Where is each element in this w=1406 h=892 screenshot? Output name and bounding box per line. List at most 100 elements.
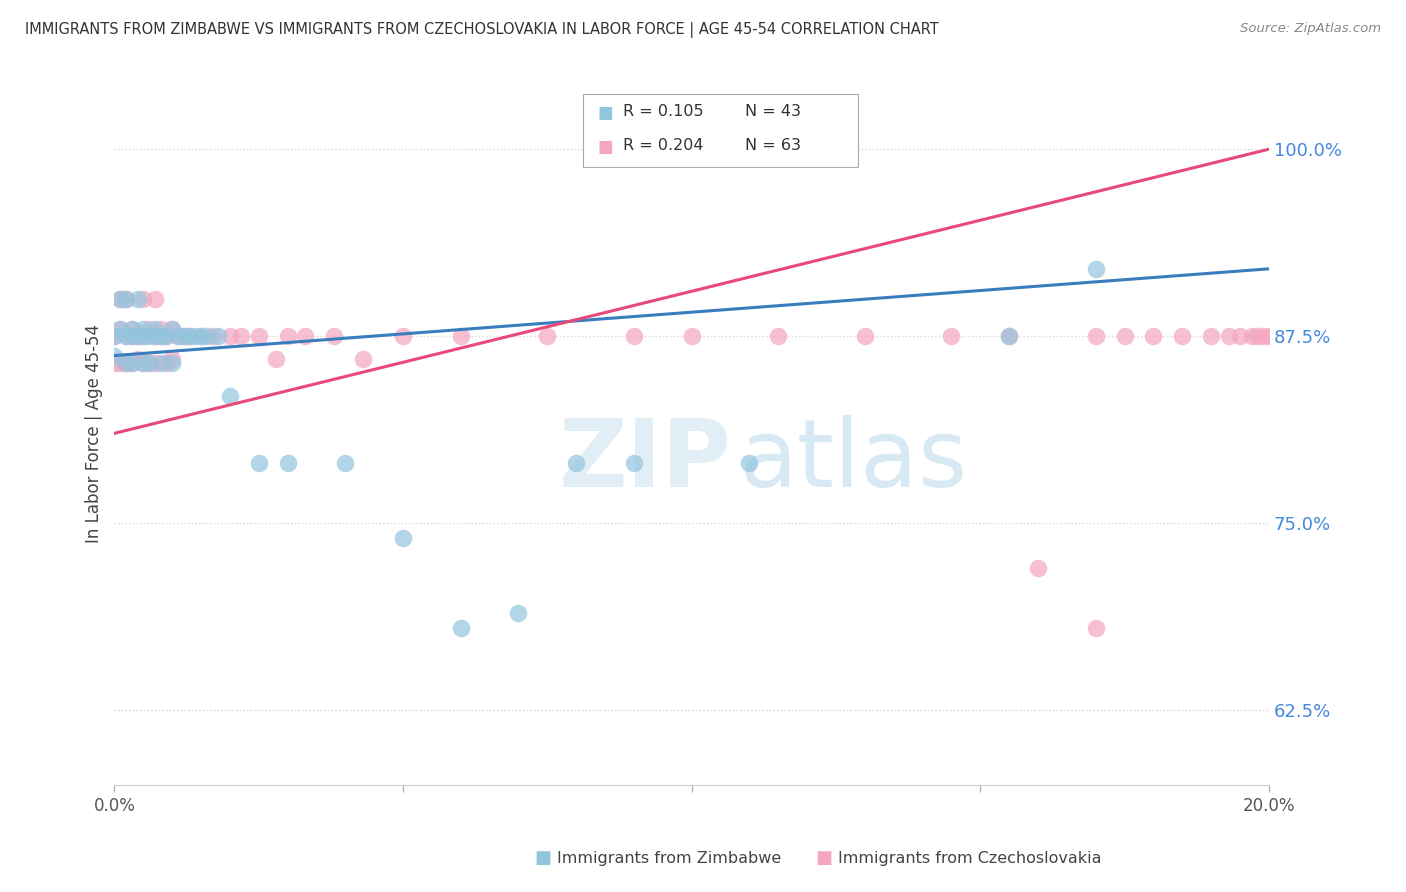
Point xyxy=(536,329,558,343)
Point xyxy=(623,329,645,343)
Point xyxy=(155,356,177,370)
Point xyxy=(121,321,143,335)
Point xyxy=(352,351,374,366)
Text: atlas: atlas xyxy=(740,416,967,508)
Point xyxy=(108,292,131,306)
Point xyxy=(121,356,143,370)
Point xyxy=(1171,329,1194,343)
Point xyxy=(160,321,183,335)
Point xyxy=(1026,561,1049,575)
Point xyxy=(108,356,131,370)
Point xyxy=(1218,329,1240,343)
Y-axis label: In Labor Force | Age 45-54: In Labor Force | Age 45-54 xyxy=(86,324,103,543)
Point xyxy=(738,456,761,470)
Point xyxy=(201,329,224,343)
Point xyxy=(218,389,240,403)
Point xyxy=(155,329,177,343)
Text: R = 0.204: R = 0.204 xyxy=(623,138,703,153)
Point xyxy=(149,356,172,370)
Point xyxy=(103,356,125,370)
Point xyxy=(207,329,229,343)
Text: Immigrants from Czechoslovakia: Immigrants from Czechoslovakia xyxy=(838,851,1101,865)
Point xyxy=(179,329,201,343)
Point xyxy=(173,329,195,343)
Point xyxy=(623,456,645,470)
Text: ■: ■ xyxy=(534,849,551,867)
Point xyxy=(149,329,172,343)
Point xyxy=(450,329,472,343)
Point xyxy=(132,329,155,343)
Point xyxy=(121,356,143,370)
Point xyxy=(121,329,143,343)
Point xyxy=(1246,329,1268,343)
Point xyxy=(132,329,155,343)
Point xyxy=(1199,329,1222,343)
Point xyxy=(103,329,125,343)
Point xyxy=(138,321,160,335)
Point xyxy=(294,329,316,343)
Point xyxy=(160,356,183,370)
Point xyxy=(132,356,155,370)
Point xyxy=(179,329,201,343)
Point xyxy=(108,321,131,335)
Text: N = 43: N = 43 xyxy=(745,104,801,120)
Point xyxy=(277,456,299,470)
Point xyxy=(103,329,125,343)
Point xyxy=(127,351,149,366)
Point xyxy=(247,456,270,470)
Point xyxy=(218,329,240,343)
Point xyxy=(115,329,138,343)
Point xyxy=(853,329,876,343)
Point xyxy=(132,292,155,306)
Text: ■: ■ xyxy=(598,104,613,122)
Point xyxy=(121,321,143,335)
Point xyxy=(173,329,195,343)
Point xyxy=(115,329,138,343)
Point xyxy=(1258,329,1281,343)
Point xyxy=(1171,800,1194,814)
Point xyxy=(149,321,172,335)
Point xyxy=(768,329,790,343)
Text: N = 63: N = 63 xyxy=(745,138,801,153)
Point xyxy=(508,606,530,620)
Point xyxy=(184,329,207,343)
Point xyxy=(115,292,138,306)
Point xyxy=(160,351,183,366)
Point xyxy=(115,292,138,306)
Point xyxy=(941,329,963,343)
Point xyxy=(155,329,177,343)
Point xyxy=(998,329,1021,343)
Point xyxy=(322,329,344,343)
Point xyxy=(138,356,160,370)
Point xyxy=(450,621,472,635)
Point xyxy=(1229,329,1251,343)
Point xyxy=(1240,329,1263,343)
Point xyxy=(190,329,212,343)
Point xyxy=(127,292,149,306)
Point xyxy=(264,351,287,366)
Point xyxy=(138,329,160,343)
Point xyxy=(277,329,299,343)
Point xyxy=(143,321,166,335)
Text: IMMIGRANTS FROM ZIMBABWE VS IMMIGRANTS FROM CZECHOSLOVAKIA IN LABOR FORCE | AGE : IMMIGRANTS FROM ZIMBABWE VS IMMIGRANTS F… xyxy=(25,22,939,38)
Point xyxy=(335,456,357,470)
Point xyxy=(1142,329,1164,343)
Text: Immigrants from Zimbabwe: Immigrants from Zimbabwe xyxy=(557,851,780,865)
Point xyxy=(681,329,703,343)
Point xyxy=(127,329,149,343)
Point xyxy=(998,329,1021,343)
Point xyxy=(195,329,218,343)
Text: ■: ■ xyxy=(815,849,832,867)
Point xyxy=(247,329,270,343)
Point xyxy=(115,356,138,370)
Point xyxy=(167,329,190,343)
Point xyxy=(565,456,588,470)
Point xyxy=(149,329,172,343)
Point xyxy=(127,329,149,343)
Point xyxy=(143,329,166,343)
Point xyxy=(103,349,125,363)
Text: R = 0.105: R = 0.105 xyxy=(623,104,703,120)
Point xyxy=(143,356,166,370)
Point xyxy=(1084,261,1107,276)
Point xyxy=(121,329,143,343)
